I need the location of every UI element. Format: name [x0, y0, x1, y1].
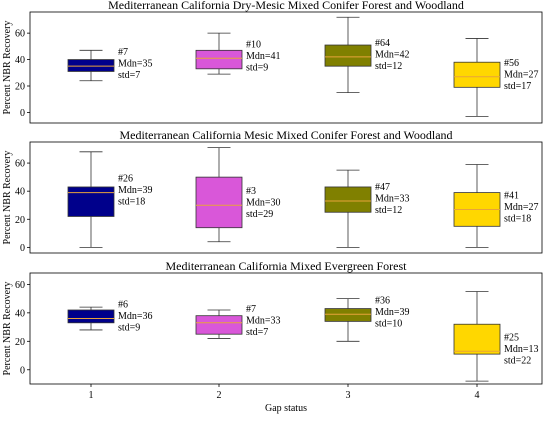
box-annotation: #25: [504, 332, 519, 343]
box-annotation: Mdn=36: [118, 311, 153, 322]
box-annotation: Mdn=39: [375, 307, 410, 318]
panel-title: Mediterranean California Mesic Mixed Con…: [119, 128, 452, 142]
box-iqr: [324, 186, 372, 213]
box-annotation: #26: [118, 174, 133, 185]
panel-title: Mediterranean California Dry-Mesic Mixed…: [108, 0, 464, 12]
box-annotation: std=12: [375, 61, 402, 72]
box-annotation: Mdn=33: [375, 194, 410, 205]
x-tick-label: 2: [217, 390, 222, 401]
box-annotation: std=29: [246, 209, 273, 220]
panel-title: Mediterranean California Mixed Evergreen…: [165, 259, 407, 273]
box-annotation: Mdn=41: [246, 51, 281, 62]
y-tick-label: 60: [15, 159, 25, 170]
box-annotation: Mdn=33: [246, 315, 281, 326]
box-iqr: [324, 308, 372, 322]
y-tick-label: 20: [15, 215, 25, 226]
x-tick-label: 3: [346, 390, 351, 401]
box-annotation: #41: [504, 190, 519, 201]
y-tick-label: 40: [15, 308, 25, 319]
box-annotation: std=17: [504, 81, 531, 92]
box-annotation: Mdn=35: [118, 59, 153, 70]
box-annotation: #36: [375, 295, 390, 306]
y-tick-label: 0: [20, 365, 25, 376]
y-tick-label: 40: [15, 187, 25, 198]
box-annotation: #7: [246, 304, 256, 315]
y-axis-label: Percent NBR Recovery: [2, 151, 13, 245]
x-tick-label: 1: [89, 390, 94, 401]
plot-frame: [29, 141, 543, 254]
box-annotation: #10: [246, 39, 261, 50]
x-axis-label: Gap status: [265, 403, 307, 414]
y-tick-label: 20: [15, 337, 25, 348]
box-iqr: [453, 61, 501, 88]
y-tick-label: 0: [20, 108, 25, 119]
box-annotation: #3: [246, 186, 256, 197]
box-annotation: Mdn=42: [375, 49, 410, 60]
y-tick-label: 0: [20, 243, 25, 254]
box-iqr: [67, 59, 115, 72]
y-tick-label: 20: [15, 82, 25, 93]
box-annotation: #6: [118, 300, 128, 311]
box-annotation: Mdn=39: [118, 185, 153, 196]
box-annotation: std=18: [118, 197, 145, 208]
box-annotation: std=12: [375, 205, 402, 216]
box-annotation: Mdn=27: [504, 202, 539, 213]
box-annotation: #7: [118, 47, 128, 58]
y-axis-label: Percent NBR Recovery: [2, 282, 13, 376]
y-tick-label: 40: [15, 55, 25, 66]
y-axis-label: Percent NBR Recovery: [2, 21, 13, 115]
box-iqr: [67, 309, 115, 324]
y-tick-label: 60: [15, 280, 25, 291]
box-annotation: Mdn=27: [504, 69, 539, 80]
box-annotation: std=18: [504, 213, 531, 224]
y-tick-label: 60: [15, 29, 25, 40]
box-annotation: #56: [504, 58, 519, 69]
plot-frame: [29, 272, 543, 385]
panel-2: Mediterranean California Mesic Mixed Con…: [2, 128, 543, 254]
box-annotation: std=9: [118, 323, 140, 334]
box-iqr: [453, 323, 501, 355]
x-tick-label: 4: [475, 390, 480, 401]
box-annotation: Mdn=13: [504, 344, 539, 355]
panel-3: Mediterranean California Mixed Evergreen…: [2, 259, 543, 414]
box-annotation: std=22: [504, 355, 531, 366]
box-iqr: [195, 315, 243, 335]
box-annotation: Mdn=30: [246, 198, 281, 209]
panel-1: Mediterranean California Dry-Mesic Mixed…: [2, 0, 543, 124]
box-iqr: [195, 176, 243, 229]
box-iqr: [195, 49, 243, 70]
box-annotation: #64: [375, 38, 390, 49]
box-annotation: std=9: [246, 62, 268, 73]
plot-frame: [29, 11, 543, 124]
box-iqr: [67, 186, 115, 217]
box-annotation: std=7: [118, 70, 140, 81]
box-iqr: [324, 44, 372, 67]
box-annotation: std=7: [246, 327, 268, 338]
box-annotation: std=10: [375, 318, 402, 329]
box-annotation: #47: [375, 182, 390, 193]
